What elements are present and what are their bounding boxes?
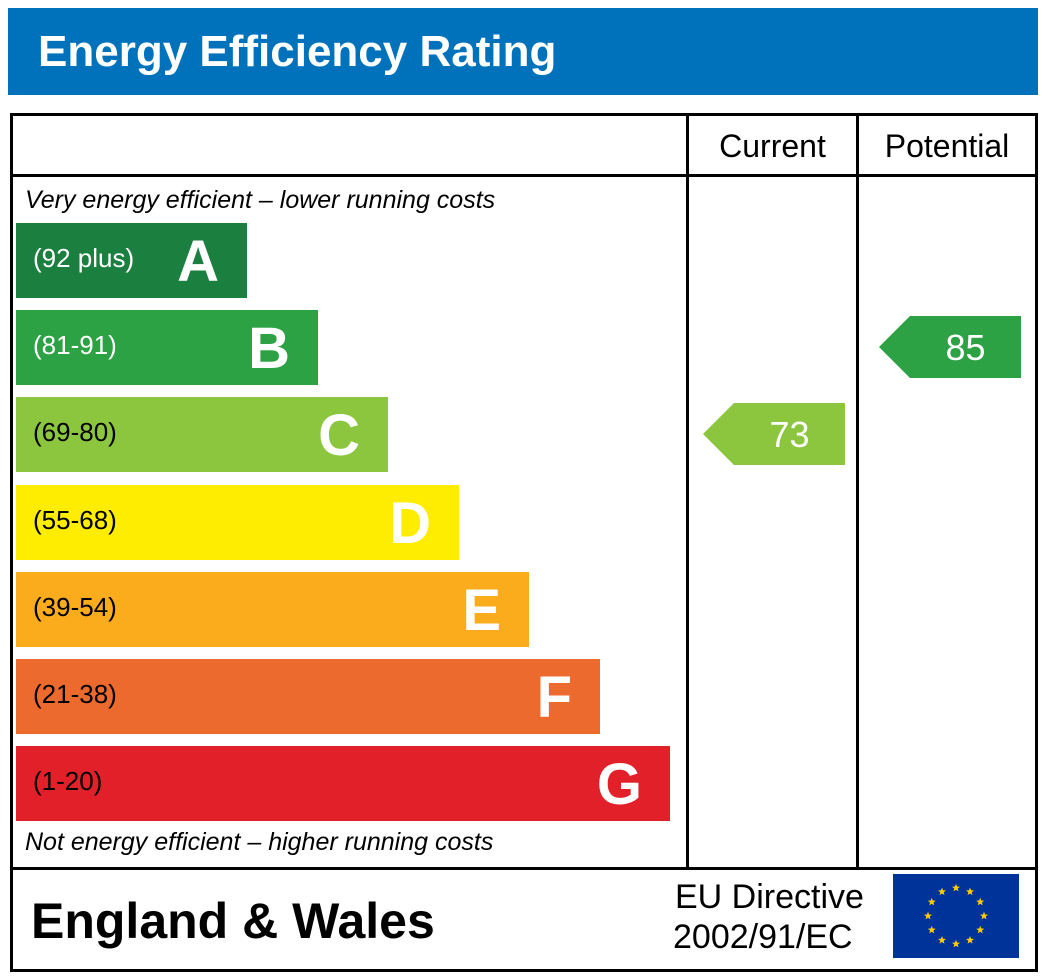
band-range-label: (39-54) (33, 592, 117, 622)
eu-flag-star-icon (966, 936, 974, 944)
band-letter: E (462, 578, 501, 643)
eu-flag-star-icon (924, 911, 932, 920)
band-letter: F (536, 665, 572, 730)
eu-directive-number: 2002/91/EC (673, 918, 853, 956)
eu-flag-icon (893, 874, 1019, 958)
band-range-label: (81-91) (33, 330, 117, 360)
header-divider (13, 174, 1035, 177)
eu-flag-star-icon (952, 939, 960, 948)
band-f: (21-38) F (16, 659, 600, 734)
band-letter: A (177, 229, 219, 294)
current-column-divider (686, 116, 689, 870)
region-label: England & Wales (31, 893, 435, 949)
band-range-label: (21-38) (33, 679, 117, 709)
band-g: (1-20) G (16, 746, 670, 821)
footer-divider (13, 867, 1035, 870)
eu-flag-star-icon (927, 925, 936, 934)
potential-rating-arrow: 85 (879, 316, 1021, 378)
potential-column-divider (856, 116, 859, 870)
band-d: (55-68) D (16, 485, 459, 560)
eu-flag-star-icon (938, 887, 946, 896)
eu-flag-star-icon (927, 897, 936, 906)
current-rating-value: 73 (769, 414, 810, 455)
band-range-label: (55-68) (33, 505, 117, 535)
chart-title: Energy Efficiency Rating (38, 27, 557, 76)
eu-flag-star-icon (976, 925, 985, 934)
top-note: Very energy efficient – lower running co… (25, 186, 496, 214)
eu-flag-star-icon (952, 883, 960, 892)
potential-rating-value: 85 (945, 327, 986, 368)
eu-flag-star-icon (966, 887, 974, 896)
band-c: (69-80) C (16, 397, 388, 472)
band-range-label: (92 plus) (33, 243, 135, 273)
current-column-header: Current (719, 128, 826, 164)
band-a: (92 plus) A (16, 223, 247, 298)
potential-column-header: Potential (884, 128, 1010, 164)
band-letter: G (596, 752, 642, 817)
band-b: (81-91) B (16, 310, 318, 385)
band-range-label: (69-80) (33, 417, 117, 447)
current-rating-arrow: 73 (703, 403, 845, 465)
eu-flag-star-icon (976, 897, 985, 906)
band-letter: C (318, 403, 360, 468)
eu-flag-star-icon (980, 911, 988, 920)
title-banner: Energy Efficiency Rating (8, 8, 1038, 95)
bottom-note: Not energy efficient – higher running co… (25, 828, 494, 856)
rating-table: Current Potential Very energy efficient … (10, 113, 1038, 972)
eu-directive-label: EU Directive (675, 878, 864, 916)
band-letter: B (248, 316, 290, 381)
band-letter: D (389, 491, 431, 556)
band-range-label: (1-20) (33, 766, 103, 796)
eu-flag-star-icon (938, 936, 946, 944)
band-e: (39-54) E (16, 572, 529, 647)
